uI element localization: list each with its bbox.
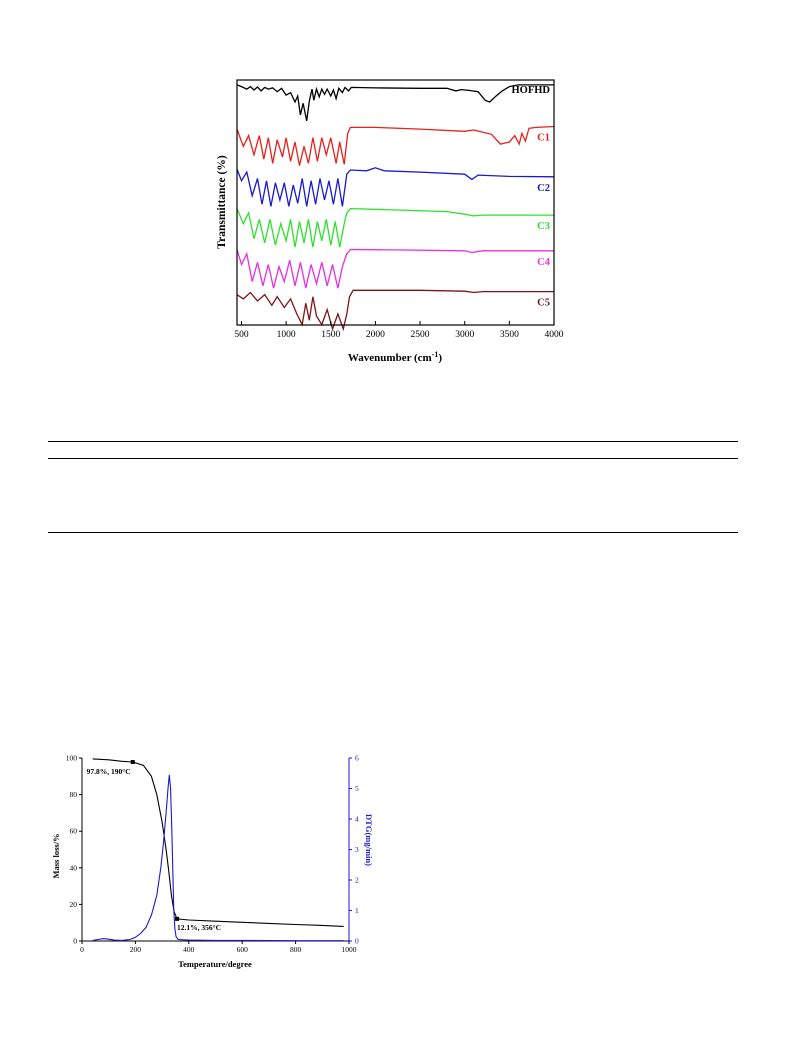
ftir-x-tick-label: 1000 (277, 330, 296, 340)
tga-y-tick-label: 100 (66, 754, 78, 763)
tga-y2-tick-label: 6 (355, 754, 359, 763)
tga-x-tick-label: 400 (183, 945, 195, 954)
tga-y2-tick-label: 5 (355, 784, 359, 793)
ftir-x-tick-label: 2500 (411, 330, 430, 340)
tga-y-tick-label: 60 (70, 827, 78, 836)
table-bottom-rule (48, 532, 738, 533)
tga-x-tick-label: 600 (237, 945, 249, 954)
ftir-y-axis-label: Transmittance (%) (216, 155, 228, 249)
ftir-plot-frame (236, 79, 555, 326)
tga-annotations: 97.8%, 190°C 12.1%, 356°C (87, 760, 221, 932)
tga-y2-tick-label: 0 (355, 937, 359, 946)
ftir-x-tick-label: 4000 (545, 330, 564, 340)
ftir-series-label-hofhd: HOFHD (512, 85, 551, 96)
ftir-series-c4-line (236, 248, 554, 289)
tga-annotation-marker (130, 760, 135, 765)
ftir-series-hofhd-line (236, 84, 554, 122)
table-top-rule (48, 441, 738, 442)
tga-y-axis-label: Mass loss/% (51, 833, 61, 878)
ftir-series-label-c1: C1 (537, 133, 550, 144)
ftir-x-tick-label: 3000 (455, 330, 474, 340)
ftir-series-c2-line (236, 167, 555, 207)
ftir-x-ticks: 500 1000 1500 2000 2500 3000 3500 4000 (234, 321, 564, 340)
ftir-x-tick-label: 2000 (366, 330, 385, 340)
tga-x-tick-label: 1000 (342, 945, 357, 954)
tga-annotation-label: 12.1%, 356°C (177, 923, 221, 932)
tga-y2-axis-label: DTG(mg/min) (364, 814, 374, 866)
ftir-x-axis-label-suffix: ) (438, 352, 442, 364)
ftir-chart: 500 1000 1500 2000 2500 3000 3500 4000 HOFHD C1 C… (216, 79, 564, 364)
tga-series-group (92, 758, 344, 942)
tga-annotation-label: 97.8%, 190°C (87, 767, 131, 776)
ftir-series-label-c5: C5 (537, 298, 550, 309)
ftir-x-tick-label: 500 (234, 330, 249, 340)
tga-x-tick-label: 800 (290, 945, 302, 954)
ftir-series-c5-line (236, 289, 554, 332)
tga-y-tick-label: 20 (70, 900, 78, 909)
ftir-series-labels: HOFHD C1 C2 C3 C4 C5 (512, 85, 551, 309)
ftir-series-group (236, 84, 555, 332)
ftir-x-axis-label: Wavenumber (cm-1) (348, 350, 443, 364)
tga-x-axis-label: Temperature/degree (178, 959, 252, 969)
tga-x-tick-label: 0 (80, 945, 84, 954)
tga-x-tick-label: 200 (130, 945, 142, 954)
ftir-series-label-c2: C2 (537, 183, 550, 194)
tga-series-dtg-line (92, 774, 344, 942)
ftir-series-label-c4: C4 (537, 257, 551, 268)
tga-axes (81, 758, 350, 942)
table-header-rule (48, 458, 738, 459)
tga-series-mass-loss-line (92, 758, 344, 927)
ftir-series-label-c3: C3 (537, 221, 550, 232)
ftir-x-axis-label-sup: -1 (432, 350, 439, 359)
tga-y-tick-label: 80 (70, 790, 78, 799)
ftir-series-c3-line (236, 207, 554, 248)
tga-y2-tick-label: 3 (355, 845, 359, 854)
ftir-x-tick-label: 3500 (500, 330, 519, 340)
ftir-x-tick-label: 1500 (321, 330, 340, 340)
ftir-series-c1-line (236, 125, 555, 166)
tga-annotation-marker (175, 916, 180, 921)
tga-y2-tick-label: 1 (355, 906, 359, 915)
tga-y-tick-label: 40 (70, 863, 78, 872)
tga-y2-tick-label: 4 (355, 815, 359, 824)
tga-y-tick-label: 0 (73, 937, 77, 946)
ftir-x-axis-label-main: Wavenumber (cm (348, 352, 432, 364)
tga-y2-tick-label: 2 (355, 876, 359, 885)
